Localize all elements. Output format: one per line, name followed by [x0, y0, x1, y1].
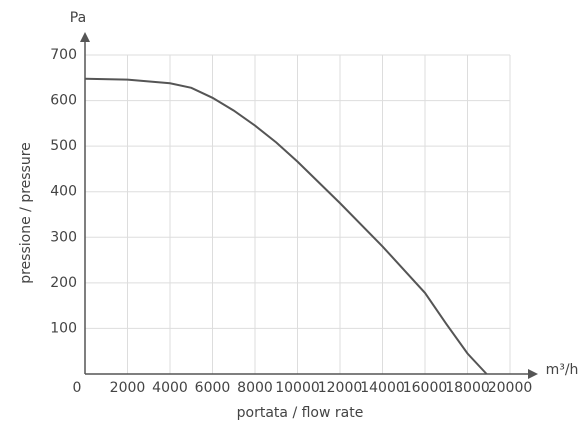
y-unit: Pa — [70, 10, 86, 26]
y-tick-label: 700 — [50, 47, 77, 63]
y-tick-label: 300 — [50, 229, 77, 245]
x-tick-label: 8000 — [237, 380, 273, 396]
x-tick-label: 0 — [73, 380, 82, 396]
grid — [85, 54, 511, 374]
y-tick-label: 100 — [50, 320, 77, 336]
x-tick-label: 16000 — [403, 380, 448, 396]
y-arrow — [80, 32, 90, 42]
x-tick-label: 20000 — [488, 380, 533, 396]
y-axis-label: pressione / pressure — [18, 142, 34, 284]
x-tick-label: 4000 — [152, 380, 188, 396]
x-arrow — [528, 369, 538, 379]
x-tick-label: 2000 — [110, 380, 146, 396]
y-tick-label: 400 — [50, 184, 77, 200]
x-tick-label: 14000 — [360, 380, 405, 396]
x-tick-label: 6000 — [195, 380, 231, 396]
x-tick-label: 10000 — [275, 380, 320, 396]
x-tick-label: 18000 — [445, 380, 490, 396]
y-tick-label: 600 — [50, 93, 77, 109]
x-tick-label: 12000 — [318, 380, 363, 396]
y-tick-label: 500 — [50, 138, 77, 154]
y-tick-label: 200 — [50, 275, 77, 291]
x-unit: m³/h — [546, 362, 579, 378]
curve — [84, 77, 488, 375]
x-axis-label: portata / flow rate — [237, 405, 364, 421]
